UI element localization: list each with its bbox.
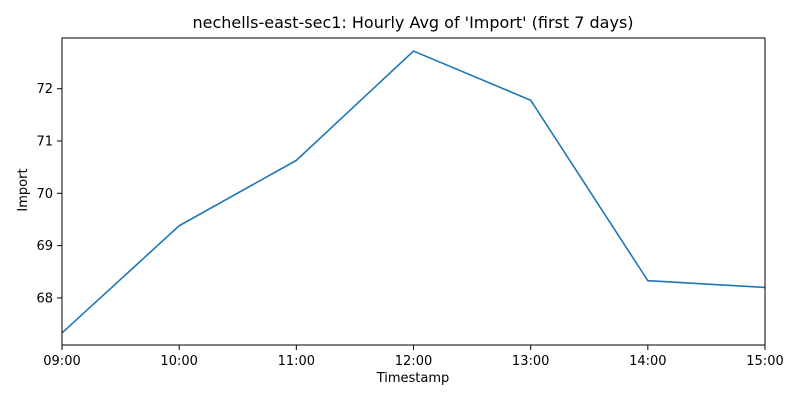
x-tick-label: 10:00 — [160, 354, 197, 369]
y-axis: 68 69 70 71 72 — [36, 82, 62, 306]
x-tick-label: 12:00 — [395, 354, 432, 369]
series-line-0 — [61, 50, 766, 334]
x-tick-label: 13:00 — [512, 354, 549, 369]
x-tick-label: 11:00 — [278, 354, 315, 369]
plot-frame — [61, 37, 766, 346]
x-tick-label: 09:00 — [43, 354, 80, 369]
plot-area — [61, 37, 766, 346]
chart-title: nechells-east-sec1: Hourly Avg of 'Impor… — [192, 13, 633, 32]
y-tick-label: 71 — [36, 135, 53, 150]
y-axis-label: Import — [16, 168, 31, 211]
x-tick-label: 14:00 — [629, 354, 666, 369]
x-axis: 09:00 10:00 11:00 12:00 13:00 14:00 15:00 — [43, 345, 784, 369]
y-tick-label: 68 — [36, 291, 53, 306]
y-tick-label: 69 — [36, 239, 53, 254]
x-tick-label: 15:00 — [746, 354, 783, 369]
x-axis-label: Timestamp — [376, 371, 450, 386]
y-tick-label: 70 — [36, 187, 53, 202]
y-tick-label: 72 — [36, 82, 53, 97]
